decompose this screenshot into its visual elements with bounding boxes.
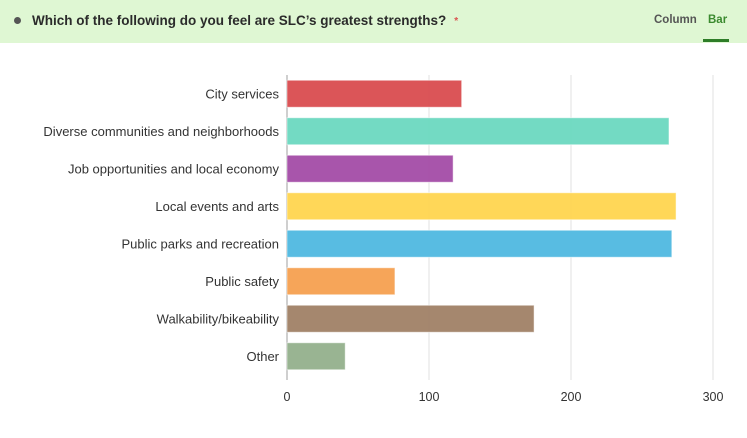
- x-tick-label: 300: [703, 390, 724, 404]
- bars: [286, 79, 677, 371]
- question-title: Which of the following do you feel are S…: [32, 13, 458, 28]
- required-asterisk-icon: *: [454, 16, 459, 27]
- category-label: Public safety: [205, 274, 279, 289]
- category-labels: City services Diverse communities and nei…: [43, 86, 279, 364]
- tab-bar[interactable]: Bar: [708, 14, 728, 26]
- category-label: Other: [246, 349, 279, 364]
- tab-column[interactable]: Column: [654, 14, 697, 26]
- x-tick-label: 200: [561, 390, 582, 404]
- bar-chart: City services Diverse communities and nei…: [43, 75, 724, 404]
- bar-walkability-bikeability[interactable]: [286, 304, 535, 333]
- x-tick-labels: 0 100 200 300: [284, 390, 724, 404]
- active-tab-indicator: [703, 39, 729, 42]
- bar-diverse-communities-and-neighborhoods[interactable]: [286, 117, 670, 146]
- category-label: Local events and arts: [155, 199, 279, 214]
- bar-public-safety[interactable]: [286, 267, 396, 296]
- question-text: Which of the following do you feel are S…: [32, 13, 447, 28]
- category-label: Diverse communities and neighborhoods: [43, 124, 279, 139]
- category-label: Public parks and recreation: [121, 236, 279, 251]
- category-label: Walkability/bikeability: [157, 311, 280, 326]
- category-label: City services: [205, 86, 279, 101]
- bar-other[interactable]: [286, 342, 346, 371]
- x-tick-label: 0: [284, 390, 291, 404]
- bar-job-opportunities-and-local-economy[interactable]: [286, 154, 454, 183]
- bar-city-services[interactable]: [286, 79, 463, 108]
- category-label: Job opportunities and local economy: [68, 161, 280, 176]
- bullet-icon: [14, 17, 21, 24]
- question-header: Which of the following do you feel are S…: [0, 0, 747, 43]
- bar-public-parks-and-recreation[interactable]: [286, 229, 673, 258]
- bar-local-events-and-arts[interactable]: [286, 192, 677, 221]
- x-tick-label: 100: [419, 390, 440, 404]
